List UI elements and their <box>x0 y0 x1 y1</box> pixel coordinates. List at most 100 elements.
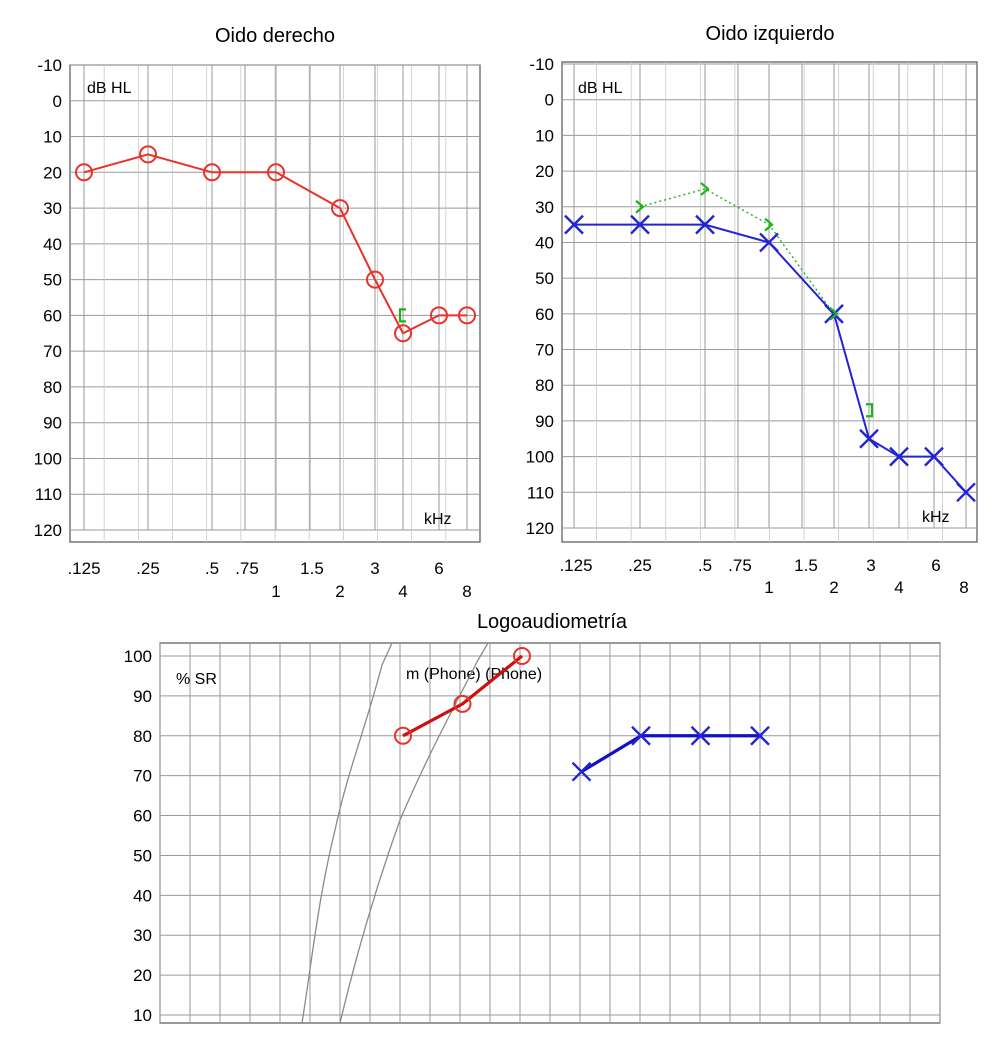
y-tick-label: 20 <box>43 163 62 182</box>
left-ear-x-ticks: .125 .25 .5 .75 1.5 3 6 1 2 4 8 <box>559 556 968 597</box>
left-ear-x-label: kHz <box>922 509 950 526</box>
right-ear-grid <box>70 64 480 542</box>
x-tick: 2 <box>335 582 344 601</box>
left-ear-grid <box>562 62 977 542</box>
data-point-circle <box>394 324 412 343</box>
x-tick: 8 <box>462 582 471 601</box>
x-tick: .25 <box>136 559 160 578</box>
x-tick: 1 <box>271 582 280 601</box>
data-point-bracket <box>866 403 874 418</box>
x-tick: 2 <box>829 578 838 597</box>
y-tick-label: 20 <box>535 162 554 181</box>
x-tick: .125 <box>67 559 100 578</box>
y-tick-label: 90 <box>43 414 62 433</box>
x-tick: 6 <box>931 556 940 575</box>
data-point-circle <box>331 199 349 218</box>
x-tick: 6 <box>434 559 443 578</box>
x-tick: 3 <box>370 559 379 578</box>
x-tick: 4 <box>398 582 407 601</box>
left-ear-series <box>564 182 976 503</box>
data-point-chevron <box>635 199 645 214</box>
y-tick-label: 100 <box>34 449 62 468</box>
data-point-circle <box>453 694 472 713</box>
y-tick-label: 10 <box>43 128 62 147</box>
right-ear-y-ticks: -10 0 10 20 30 40 50 60 70 80 90 100 110 120 <box>34 56 62 540</box>
y-tick-label: 40 <box>535 233 554 252</box>
y-tick-label: 120 <box>34 521 62 540</box>
data-point-cross <box>630 214 650 235</box>
reference-curve-1 <box>301 642 393 1024</box>
y-tick-label: 70 <box>43 342 62 361</box>
data-point-chevron <box>700 182 710 196</box>
y-tick-label: -10 <box>37 56 62 75</box>
speech-audiometry: Logoaudiometría 100 90 80 70 60 50 40 30 20 10 % … <box>124 611 941 1025</box>
x-tick: 3 <box>866 556 875 575</box>
y-tick-label: 30 <box>133 926 152 945</box>
y-tick-label: 30 <box>43 199 62 218</box>
data-point-cross <box>956 482 976 503</box>
data-point-bracket <box>398 308 406 323</box>
x-tick: .5 <box>698 556 712 575</box>
series-line <box>574 223 967 493</box>
speech-annotation: m (Phone) (Phone) <box>406 666 542 683</box>
speech-series <box>394 647 770 782</box>
y-tick-label: 50 <box>133 846 152 865</box>
speech-grid <box>159 643 941 1023</box>
y-tick-label: 120 <box>526 519 554 538</box>
data-point-circle <box>430 306 448 325</box>
data-point-chevron <box>764 217 774 232</box>
y-tick-label: 60 <box>43 306 62 325</box>
reference-curve-2 <box>339 642 489 1024</box>
y-tick-label: 90 <box>535 412 554 431</box>
y-tick-label: 10 <box>535 126 554 145</box>
y-tick-label: 70 <box>535 341 554 360</box>
data-point-circle <box>513 647 531 665</box>
data-point-cross <box>695 214 715 235</box>
data-point-cross <box>889 446 909 467</box>
right-ear-title: Oido derecho <box>215 25 335 47</box>
y-tick-label: 110 <box>35 485 62 504</box>
y-tick-label: 40 <box>133 886 152 905</box>
series-line <box>639 188 835 315</box>
data-point-circle <box>203 163 221 182</box>
x-tick: .75 <box>728 556 752 575</box>
data-point-cross <box>571 761 592 782</box>
data-point-chevron <box>829 307 839 321</box>
series-line <box>83 153 467 335</box>
y-tick-label: 100 <box>124 647 152 666</box>
y-tick-label: 100 <box>526 448 554 467</box>
y-tick-label: 60 <box>133 807 152 826</box>
x-tick: .125 <box>559 556 592 575</box>
left-ear-y-ticks: -10 0 10 20 30 40 50 60 70 80 90 100 110 120 <box>526 55 554 538</box>
speech-y-ticks: 100 90 80 70 60 50 40 30 20 10 <box>124 647 152 1025</box>
y-tick-label: 40 <box>43 235 62 254</box>
right-ear-audiogram: Oido derecho -10010203040506070809010011… <box>34 25 481 601</box>
y-tick-label: 0 <box>53 92 62 111</box>
left-ear-title: Oido izquierdo <box>706 23 835 45</box>
right-ear-series <box>75 145 476 343</box>
y-tick-label: 10 <box>133 1006 152 1025</box>
data-point-circle <box>394 726 412 745</box>
series-line <box>402 654 524 738</box>
x-tick: .75 <box>235 559 259 578</box>
data-point-circle <box>75 163 93 182</box>
data-point-cross <box>690 725 711 746</box>
data-point-cross <box>859 428 879 449</box>
y-tick-label: 20 <box>133 966 152 985</box>
y-tick-label: 90 <box>133 687 152 706</box>
x-tick: .25 <box>628 556 652 575</box>
speech-title: Logoaudiometría <box>477 611 628 633</box>
x-tick: 8 <box>959 578 968 597</box>
data-point-cross <box>759 232 779 253</box>
data-point-cross <box>564 214 584 235</box>
right-ear-x-label: kHz <box>424 511 452 528</box>
data-point-circle <box>366 270 384 289</box>
series-line <box>580 734 760 774</box>
x-tick: .5 <box>205 559 219 578</box>
data-point-cross <box>750 725 770 746</box>
y-tick-label: 80 <box>535 376 554 395</box>
left-ear-audiogram: Oido izquierdo -10 0 10 20 30 40 50 60 70 80 90 100… <box>526 23 978 597</box>
y-tick-label: 50 <box>535 269 554 288</box>
y-tick-label: 70 <box>133 767 152 786</box>
